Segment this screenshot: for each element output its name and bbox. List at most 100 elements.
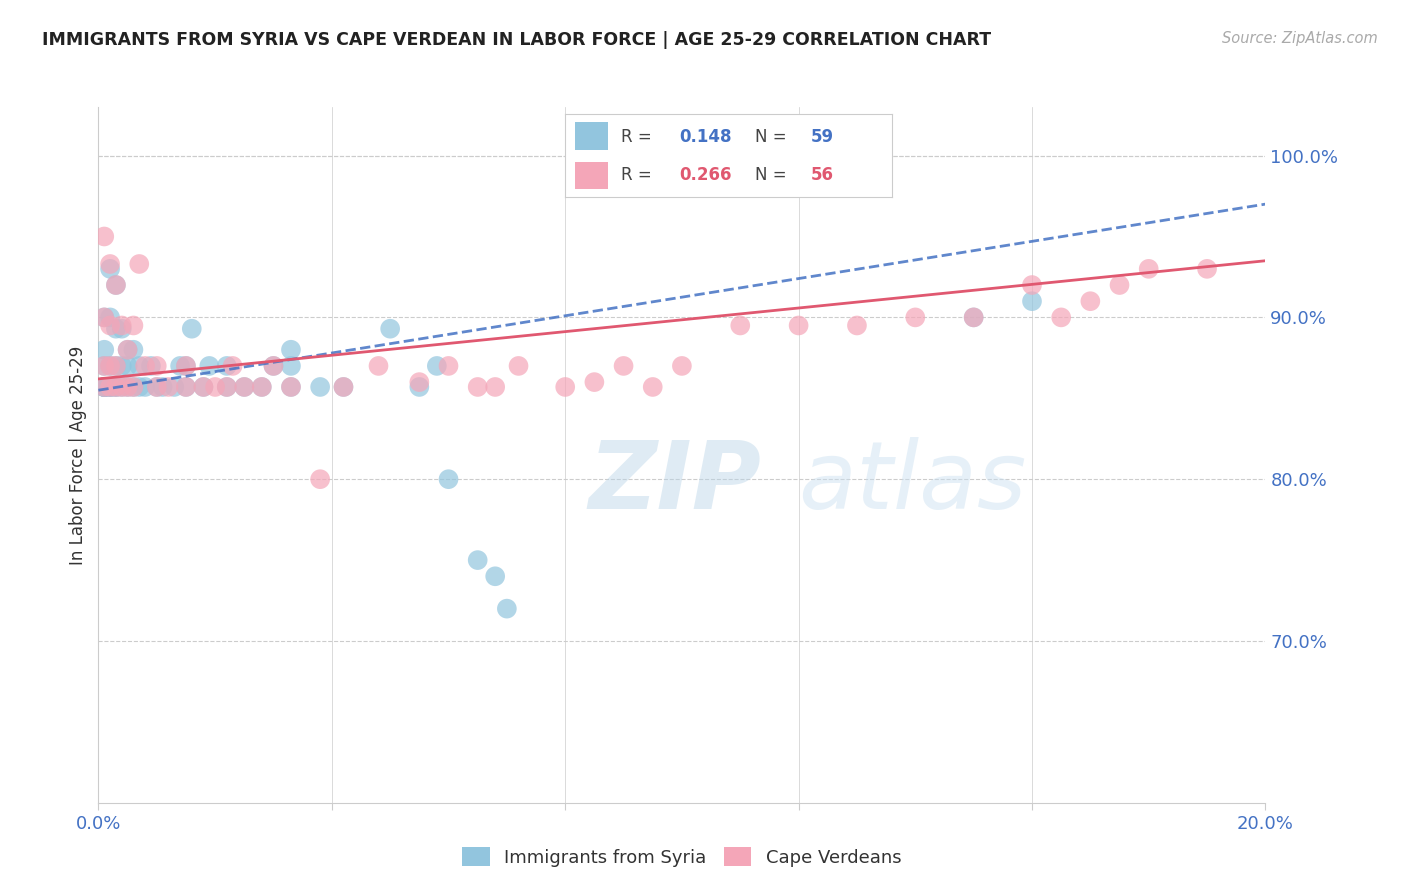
Point (437, 359, 460, 373)
Point (98, 359, 121, 373)
Point (104, 278, 127, 293)
Point (117, 343, 139, 357)
Point (1050, 310, 1073, 325)
Point (98, 257, 121, 271)
Point (508, 359, 530, 373)
Point (134, 359, 156, 373)
Point (122, 318, 145, 333)
Point (262, 359, 284, 373)
Point (250, 380, 273, 394)
Y-axis label: In Labor Force | Age 25-29: In Labor Force | Age 25-29 (69, 345, 87, 565)
Point (250, 380, 273, 394)
Point (280, 380, 302, 394)
Point (193, 380, 215, 394)
Point (583, 375, 606, 389)
Point (117, 359, 139, 373)
Point (93, 380, 115, 394)
Point (845, 318, 868, 333)
Point (1108, 278, 1130, 293)
Point (93, 380, 115, 394)
Text: ZIP: ZIP (589, 437, 762, 529)
Point (93, 359, 115, 373)
Point (174, 380, 197, 394)
Point (117, 380, 139, 394)
Point (408, 380, 430, 394)
Point (98, 380, 121, 394)
Point (98, 310, 121, 325)
Point (1021, 278, 1043, 293)
Point (93, 380, 115, 394)
Point (98, 380, 121, 394)
Point (198, 359, 221, 373)
Point (163, 380, 186, 394)
Point (233, 380, 256, 394)
Point (1021, 294, 1043, 309)
Point (111, 359, 134, 373)
Point (174, 359, 197, 373)
Point (280, 359, 302, 373)
Point (104, 278, 127, 293)
Point (467, 380, 489, 394)
Point (280, 343, 302, 357)
Point (309, 472, 332, 486)
Point (193, 380, 215, 394)
Point (157, 380, 180, 394)
Point (174, 380, 197, 394)
Point (1080, 294, 1102, 309)
Point (280, 380, 302, 394)
Point (962, 310, 984, 325)
Point (93, 310, 115, 325)
Point (117, 380, 139, 394)
Point (93, 359, 115, 373)
Legend: Immigrants from Syria, Cape Verdeans: Immigrants from Syria, Cape Verdeans (456, 840, 908, 874)
Point (215, 380, 238, 394)
Point (128, 257, 150, 271)
Point (174, 359, 197, 373)
Point (98, 380, 121, 394)
Point (904, 310, 927, 325)
Point (111, 380, 134, 394)
Point (93, 310, 115, 325)
Point (215, 359, 238, 373)
Point (104, 359, 127, 373)
Point (128, 380, 150, 394)
Point (367, 359, 389, 373)
Point (152, 380, 174, 394)
Point (111, 318, 134, 333)
Point (484, 380, 506, 394)
Point (215, 380, 238, 394)
Point (484, 569, 506, 583)
Point (495, 601, 517, 615)
Point (146, 380, 169, 394)
Point (787, 318, 810, 333)
Point (146, 380, 169, 394)
Point (93, 380, 115, 394)
Point (93, 229, 115, 244)
Point (671, 359, 693, 373)
Point (262, 359, 284, 373)
Point (111, 380, 134, 394)
Point (98, 318, 121, 333)
Point (612, 359, 634, 373)
Point (233, 380, 256, 394)
Point (104, 380, 127, 394)
Point (1137, 261, 1160, 276)
Point (467, 553, 489, 567)
Point (1195, 261, 1218, 276)
Point (180, 322, 202, 336)
Point (169, 359, 191, 373)
Point (139, 359, 162, 373)
Point (408, 375, 430, 389)
Point (122, 380, 145, 394)
Point (426, 359, 449, 373)
Point (117, 343, 139, 357)
Point (332, 380, 354, 394)
Point (111, 322, 134, 336)
Point (134, 380, 156, 394)
Point (554, 380, 576, 394)
Point (332, 380, 354, 394)
Point (93, 380, 115, 394)
Point (128, 359, 150, 373)
Point (728, 318, 751, 333)
Text: IMMIGRANTS FROM SYRIA VS CAPE VERDEAN IN LABOR FORCE | AGE 25-29 CORRELATION CHA: IMMIGRANTS FROM SYRIA VS CAPE VERDEAN IN… (42, 31, 991, 49)
